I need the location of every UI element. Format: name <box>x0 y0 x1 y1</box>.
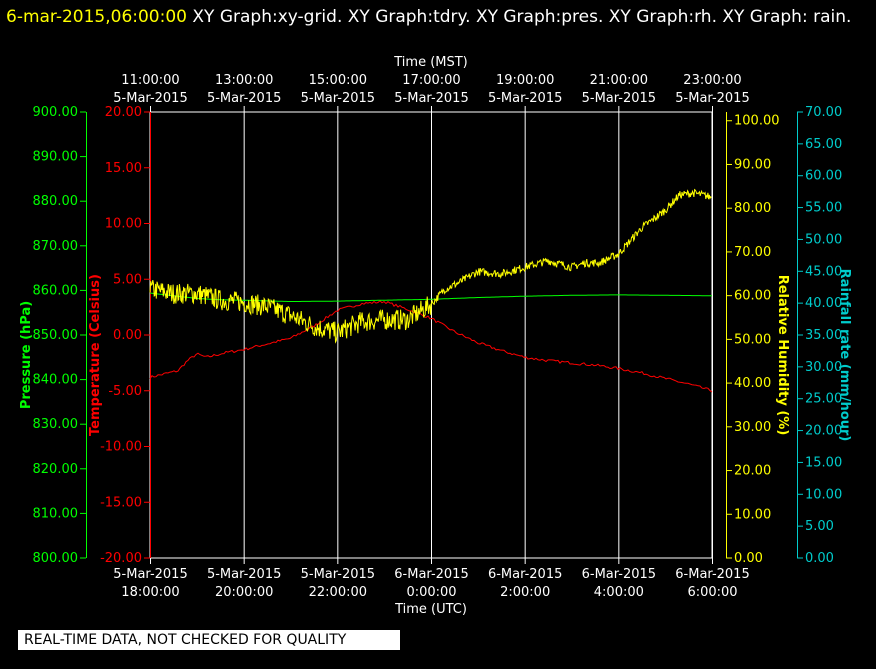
rainfall-tick-label: 15.00 <box>805 455 842 470</box>
temperature-tick-label: 10.00 <box>105 217 142 232</box>
humidity-tick-label: 70.00 <box>734 245 771 260</box>
rainfall-tick-label: 35.00 <box>805 328 842 343</box>
x-top-tick-label: 5-Mar-2015 <box>301 91 375 106</box>
x-top-tick-label: 5-Mar-2015 <box>394 91 468 106</box>
rainfall-tick-label: 70.00 <box>805 105 842 120</box>
rainfall-tick-label: 30.00 <box>805 360 842 375</box>
x-bottom-tick-label: 2:00:00 <box>500 585 550 600</box>
humidity-tick-label: 60.00 <box>734 289 771 304</box>
temperature-axis-title: Temperature (Celsius) <box>88 274 103 436</box>
humidity-tick-label: 90.00 <box>734 157 771 172</box>
x-top-axis-label: Time (MST) <box>393 55 468 70</box>
x-top-tick-label: 5-Mar-2015 <box>488 91 562 106</box>
x-bottom-tick-label: 6-Mar-2015 <box>394 567 468 582</box>
pressure-axis-title: Pressure (hPa) <box>19 301 34 409</box>
rainfall-tick-label: 0.00 <box>805 551 834 566</box>
x-top-tick-label: 5-Mar-2015 <box>113 91 187 106</box>
x-bottom-tick-label: 18:00:00 <box>121 585 179 600</box>
x-bottom-tick-label: 20:00:00 <box>215 585 273 600</box>
x-bottom-tick-label: 5-Mar-2015 <box>113 567 187 582</box>
x-bottom-tick-label: 4:00:00 <box>594 585 644 600</box>
x-bottom-axis-label: Time (UTC) <box>394 602 467 617</box>
rainfall-tick-label: 50.00 <box>805 232 842 247</box>
x-top-tick-label: 11:00:00 <box>121 73 179 88</box>
pressure-tick-label: 800.00 <box>33 551 79 566</box>
pressure-tick-label: 820.00 <box>33 462 79 477</box>
pressure-tick-label: 890.00 <box>33 150 79 165</box>
series-line-rh <box>149 188 712 344</box>
rainfall-tick-label: 10.00 <box>805 487 842 502</box>
series-line-tdry <box>149 300 713 393</box>
humidity-axis-title: Relative Humidity (%) <box>775 275 790 436</box>
pressure-tick-label: 840.00 <box>33 373 79 388</box>
humidity-tick-label: 80.00 <box>734 201 771 216</box>
x-top-tick-label: 23:00:00 <box>683 73 741 88</box>
temperature-tick-label: -15.00 <box>100 495 142 510</box>
graph-list: XY Graph:xy-grid. XY Graph:tdry. XY Grap… <box>192 7 852 27</box>
temperature-tick-label: -5.00 <box>108 384 142 399</box>
quality-disclaimer: REAL-TIME DATA, NOT CHECKED FOR QUALITY <box>18 630 400 650</box>
pressure-tick-label: 870.00 <box>33 239 79 254</box>
humidity-tick-label: 40.00 <box>734 376 771 391</box>
grid-lines <box>149 111 713 559</box>
temperature-tick-label: 15.00 <box>105 161 142 176</box>
axes: 5-Mar-2015 18:00:00 5-Mar-2015 20:00:00 5-Ma… <box>19 55 852 617</box>
humidity-tick-label: 100.00 <box>734 114 780 129</box>
temperature-tick-label: -20.00 <box>100 551 142 566</box>
pressure-tick-label: 810.00 <box>33 506 79 521</box>
x-top-tick-label: 5-Mar-2015 <box>582 91 656 106</box>
x-top-tick-label: 13:00:00 <box>215 73 273 88</box>
x-top-tick-label: 17:00:00 <box>402 73 460 88</box>
rainfall-tick-label: 65.00 <box>805 137 842 152</box>
x-bottom-tick-label: 6:00:00 <box>687 585 737 600</box>
timestamp: 6-mar-2015,06:00:00 <box>6 7 187 27</box>
pressure-tick-label: 830.00 <box>33 417 79 432</box>
rainfall-tick-label: 20.00 <box>805 424 842 439</box>
temperature-tick-label: 0.00 <box>113 328 142 343</box>
series-lines <box>149 188 713 393</box>
humidity-tick-label: 30.00 <box>734 420 771 435</box>
rainfall-tick-label: 40.00 <box>805 296 842 311</box>
pressure-tick-label: 850.00 <box>33 328 79 343</box>
rainfall-tick-label: 25.00 <box>805 392 842 407</box>
temperature-tick-label: 20.00 <box>105 105 142 120</box>
humidity-tick-label: 50.00 <box>734 332 771 347</box>
chart-header: 6-mar-2015,06:00:00 XY Graph:xy-grid. XY… <box>6 2 866 32</box>
rainfall-tick-label: 5.00 <box>805 519 834 534</box>
x-bottom-tick-label: 5-Mar-2015 <box>301 567 375 582</box>
temperature-tick-label: 5.00 <box>113 272 142 287</box>
series-line-pres <box>149 292 713 302</box>
rainfall-axis-title: Rainfall rate (mm/hour) <box>837 269 852 442</box>
x-bottom-tick-label: 0:00:00 <box>406 585 456 600</box>
humidity-tick-label: 10.00 <box>734 507 771 522</box>
rainfall-tick-label: 55.00 <box>805 201 842 216</box>
humidity-tick-label: 0.00 <box>734 551 763 566</box>
x-top-tick-label: 21:00:00 <box>590 73 648 88</box>
x-top-tick-label: 15:00:00 <box>309 73 367 88</box>
rainfall-tick-label: 45.00 <box>805 264 842 279</box>
x-bottom-tick-label: 5-Mar-2015 <box>207 567 281 582</box>
humidity-tick-label: 20.00 <box>734 464 771 479</box>
rainfall-tick-label: 60.00 <box>805 169 842 184</box>
x-top-tick-label: 5-Mar-2015 <box>207 91 281 106</box>
x-bottom-tick-label: 22:00:00 <box>309 585 367 600</box>
x-bottom-tick-label: 6-Mar-2015 <box>582 567 656 582</box>
x-top-tick-label: 19:00:00 <box>496 73 554 88</box>
x-bottom-tick-label: 6-Mar-2015 <box>488 567 562 582</box>
pressure-tick-label: 900.00 <box>33 105 79 120</box>
temperature-tick-label: -10.00 <box>100 440 142 455</box>
pressure-tick-label: 860.00 <box>33 283 79 298</box>
pressure-tick-label: 880.00 <box>33 194 79 209</box>
x-bottom-tick-label: 6-Mar-2015 <box>675 567 749 582</box>
x-top-tick-label: 5-Mar-2015 <box>675 91 749 106</box>
